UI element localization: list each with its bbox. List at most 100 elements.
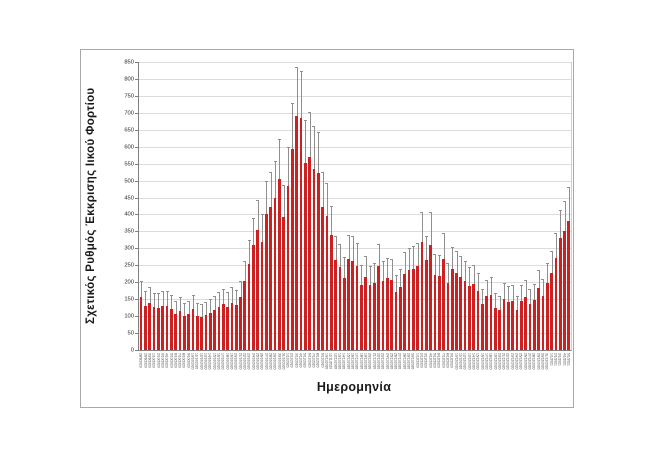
bar <box>226 306 229 350</box>
error-cap <box>467 267 471 269</box>
error-whisker <box>430 211 432 245</box>
bar <box>269 207 273 350</box>
x-tick-label: 19/12/2020 <box>492 353 497 370</box>
error-cap <box>321 172 325 174</box>
bar <box>511 300 515 350</box>
x-tick-label: 15/10/2020 <box>211 353 216 370</box>
bar <box>183 316 186 350</box>
gridline <box>139 265 571 267</box>
gridline <box>139 197 571 199</box>
error-whisker <box>529 289 531 305</box>
bar <box>550 272 553 350</box>
bar <box>256 229 260 350</box>
error-cap <box>178 297 182 299</box>
gridline <box>139 231 571 233</box>
error-cap <box>554 233 558 235</box>
error-cap <box>143 291 147 293</box>
error-cap <box>260 213 264 215</box>
x-axis-title: Ημερομηνία <box>316 380 392 394</box>
error-whisker <box>309 112 311 157</box>
error-whisker <box>512 284 514 301</box>
error-whisker <box>482 289 484 305</box>
error-whisker <box>318 131 320 174</box>
gridline <box>139 214 571 216</box>
x-tick-label: 31/12/2020 <box>544 353 549 370</box>
error-cap <box>519 284 523 286</box>
y-tick-mark <box>135 197 138 199</box>
x-tick-label: 25/11/2020 <box>389 353 393 370</box>
bar <box>217 306 221 350</box>
error-whisker <box>434 254 436 276</box>
bar <box>407 270 411 350</box>
x-tick-label: 25/10/2020 <box>255 353 259 370</box>
error-cap <box>372 263 376 265</box>
x-tick-label: 8/12/2020 <box>445 353 449 368</box>
bar <box>485 296 489 350</box>
bar <box>213 310 216 350</box>
bar <box>463 280 467 350</box>
y-tick-mark <box>135 265 138 267</box>
plot-area <box>138 62 572 351</box>
bar <box>360 284 363 350</box>
error-cap <box>251 217 255 219</box>
gridline <box>139 95 571 97</box>
error-cap <box>498 295 502 297</box>
x-tick-label: 26/10/2020 <box>259 353 264 370</box>
y-tick-label: 750 <box>124 92 134 99</box>
x-tick-label: 7/11/2020 <box>311 353 315 368</box>
y-tick-label: 250 <box>124 261 134 269</box>
bar <box>278 178 281 350</box>
y-tick-label: 700 <box>124 109 134 116</box>
x-tick-label: 3/1/2021 <box>557 353 562 366</box>
x-tick-label: 16/12/2020 <box>479 353 484 370</box>
y-tick-label: 600 <box>124 143 134 150</box>
x-tick-label: 1/1/2021 <box>548 353 553 366</box>
x-tick-label: 16/11/2020 <box>350 353 354 370</box>
error-cap <box>152 292 156 294</box>
x-tick-label: 30/11/2020 <box>410 353 415 370</box>
x-tick-label: 30/9/2020 <box>147 353 151 368</box>
error-whisker <box>517 295 518 310</box>
bar <box>429 244 432 350</box>
y-tick-label: 200 <box>124 278 134 286</box>
x-tick-label: 19/10/2020 <box>229 353 233 370</box>
error-cap <box>368 265 372 267</box>
bar <box>515 310 519 350</box>
bar <box>286 186 290 350</box>
error-cap <box>351 236 355 238</box>
bar <box>234 304 238 350</box>
x-tick-label: 13/11/2020 <box>337 353 341 370</box>
error-whisker <box>188 300 190 315</box>
bar <box>351 260 355 350</box>
y-tick-label: 800 <box>124 75 134 82</box>
bar <box>433 275 437 350</box>
bar <box>187 314 191 350</box>
error-cap <box>230 287 234 289</box>
x-tick-label: 29/12/2020 <box>535 353 540 370</box>
x-tick-label: 28/11/2020 <box>402 353 406 370</box>
error-cap <box>550 251 554 253</box>
error-cap <box>450 246 454 248</box>
error-cap <box>416 242 420 244</box>
error-cap <box>359 265 363 267</box>
error-cap <box>226 291 230 293</box>
error-whisker <box>473 264 475 284</box>
bar <box>230 302 234 350</box>
error-cap <box>398 268 402 270</box>
y-tick-mark <box>135 62 138 63</box>
error-cap <box>463 260 467 262</box>
bar <box>312 168 316 350</box>
bar <box>537 288 540 350</box>
bar <box>390 279 394 350</box>
error-whisker <box>456 251 458 273</box>
error-whisker <box>175 300 177 315</box>
error-whisker <box>378 243 380 267</box>
error-whisker <box>409 248 410 271</box>
x-tick-label: 8/11/2020 <box>315 353 320 368</box>
error-whisker <box>447 262 449 283</box>
x-tick-label: 25/12/2020 <box>518 353 523 370</box>
error-cap <box>459 256 463 258</box>
x-tick-label: 5/12/2020 <box>432 353 436 368</box>
error-whisker <box>197 302 199 316</box>
x-tick-label: 7/12/2020 <box>440 353 445 368</box>
